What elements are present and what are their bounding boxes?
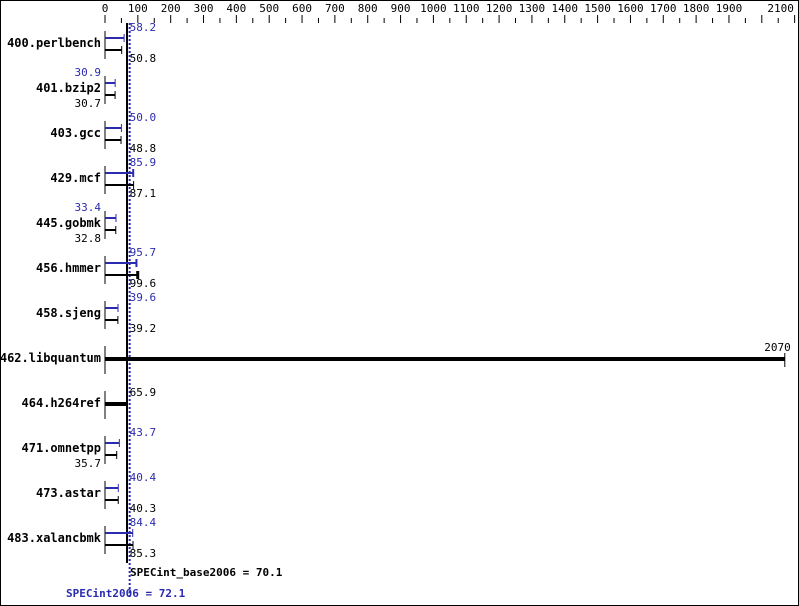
benchmark-label: 464.h264ref xyxy=(22,396,101,410)
benchmark-label: 473.astar xyxy=(36,486,101,500)
base-value-label: 39.2 xyxy=(130,322,157,335)
base-value-label: 48.8 xyxy=(130,142,157,155)
benchmark-label: 400.perlbench xyxy=(7,36,101,50)
benchmark-label: 403.gcc xyxy=(50,126,101,140)
base-value-label: 99.6 xyxy=(130,277,157,290)
base-value-label: 30.7 xyxy=(75,97,102,110)
base-value-label: 85.3 xyxy=(130,547,157,560)
peak-value-label: 85.9 xyxy=(130,156,157,169)
base-bar xyxy=(105,357,785,361)
peak-value-label: 43.7 xyxy=(130,426,157,439)
benchmark-label: 471.omnetpp xyxy=(22,441,101,455)
benchmark-label: 445.gobmk xyxy=(36,216,102,230)
x-tick-label: 800 xyxy=(358,2,378,15)
base-value-label: 87.1 xyxy=(130,187,157,200)
base-value-label: 65.9 xyxy=(130,386,157,399)
x-tick-label: 1200 xyxy=(486,2,513,15)
base-value-label: 35.7 xyxy=(75,457,102,470)
x-tick-label: 400 xyxy=(226,2,246,15)
base-mean-label: SPECint_base2006 = 70.1 xyxy=(130,566,283,579)
benchmark-label: 429.mcf xyxy=(50,171,101,185)
x-tick-label: 1100 xyxy=(453,2,480,15)
x-tick-label: 0 xyxy=(102,2,109,15)
x-tick-label: 2100 xyxy=(767,2,794,15)
benchmark-label: 401.bzip2 xyxy=(36,81,101,95)
peak-value-label: 39.6 xyxy=(130,291,157,304)
base-value-label: 50.8 xyxy=(130,52,157,65)
x-tick-label: 1900 xyxy=(716,2,743,15)
x-tick-label: 700 xyxy=(325,2,345,15)
base-value-label: 32.8 xyxy=(75,232,102,245)
benchmark-label: 456.hmmer xyxy=(36,261,101,275)
x-tick-label: 500 xyxy=(259,2,279,15)
x-tick-label: 1800 xyxy=(683,2,710,15)
benchmark-label: 458.sjeng xyxy=(36,306,101,320)
x-tick-label: 1400 xyxy=(552,2,579,15)
peak-value-label: 84.4 xyxy=(130,516,157,529)
x-tick-label: 1700 xyxy=(650,2,677,15)
x-tick-label: 200 xyxy=(161,2,181,15)
benchmark-label: 462.libquantum xyxy=(1,351,101,365)
x-tick-label: 100 xyxy=(128,2,148,15)
x-tick-label: 1000 xyxy=(420,2,447,15)
benchmark-label: 483.xalancbmk xyxy=(7,531,102,545)
x-tick-label: 1600 xyxy=(617,2,644,15)
peak-value-label: 95.7 xyxy=(130,246,157,259)
peak-value-label: 30.9 xyxy=(75,66,102,79)
peak-value-label: 58.2 xyxy=(130,21,157,34)
peak-value-label: 50.0 xyxy=(130,111,157,124)
base-bar xyxy=(105,402,127,406)
x-tick-label: 1500 xyxy=(584,2,611,15)
base-value-label: 40.3 xyxy=(130,502,157,515)
x-tick-label: 300 xyxy=(194,2,214,15)
peak-value-label: 33.4 xyxy=(75,201,102,214)
base-value-label: 2070 xyxy=(764,341,791,354)
x-tick-label: 900 xyxy=(391,2,411,15)
x-tick-label: 600 xyxy=(292,2,312,15)
peak-mean-label: SPECint2006 = 72.1 xyxy=(66,587,186,600)
peak-value-label: 40.4 xyxy=(130,471,157,484)
x-tick-label: 1300 xyxy=(519,2,546,15)
